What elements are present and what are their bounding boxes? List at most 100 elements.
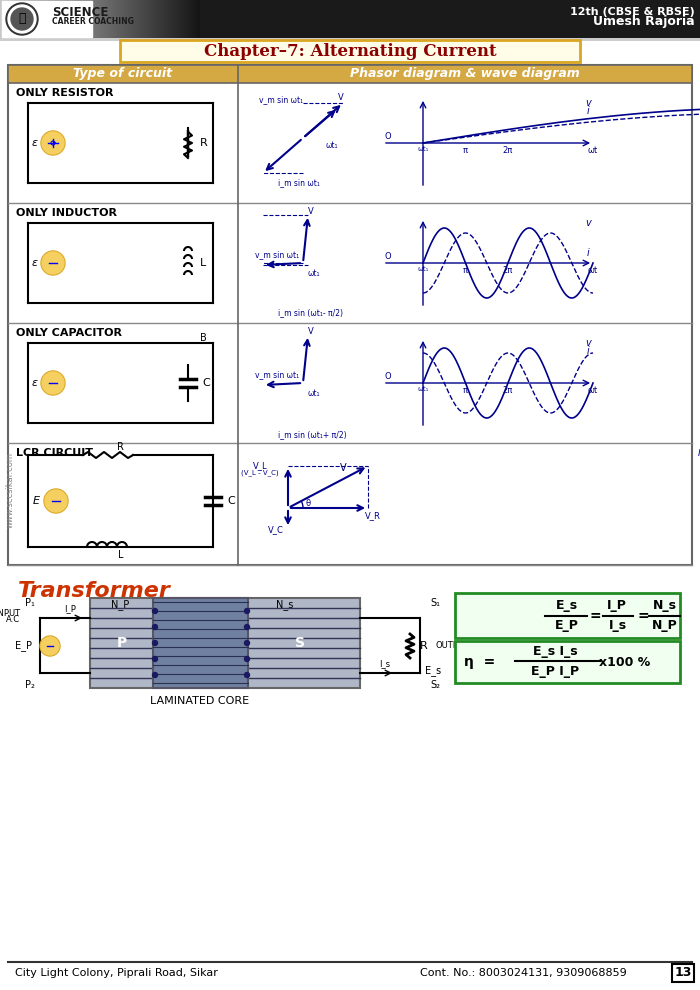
Bar xyxy=(180,0,182,38)
Text: ωt: ωt xyxy=(588,266,598,275)
Bar xyxy=(4,0,6,38)
Bar xyxy=(48,0,50,38)
Text: E: E xyxy=(32,496,39,506)
Bar xyxy=(152,0,154,38)
Circle shape xyxy=(42,372,64,394)
Text: η  =: η = xyxy=(464,655,496,669)
Bar xyxy=(62,0,64,38)
Text: ωt₁: ωt₁ xyxy=(308,268,321,277)
Text: ωt₁: ωt₁ xyxy=(417,146,428,152)
Bar xyxy=(98,0,100,38)
Bar xyxy=(150,0,152,38)
Circle shape xyxy=(41,251,65,275)
Bar xyxy=(82,0,84,38)
Bar xyxy=(16,0,18,38)
Bar xyxy=(2,1,92,37)
Bar xyxy=(132,0,134,38)
Bar xyxy=(138,0,140,38)
Text: SCIENCE: SCIENCE xyxy=(52,7,108,20)
Circle shape xyxy=(244,625,249,630)
Bar xyxy=(194,0,196,38)
Text: C: C xyxy=(227,496,235,506)
Bar xyxy=(136,0,138,38)
Text: I_s: I_s xyxy=(379,659,391,668)
Bar xyxy=(144,0,146,38)
Circle shape xyxy=(153,641,158,645)
Text: E_s: E_s xyxy=(425,665,441,676)
Bar xyxy=(34,0,36,38)
Bar xyxy=(64,0,66,38)
Bar xyxy=(153,598,248,688)
Bar xyxy=(108,0,110,38)
Bar xyxy=(76,0,78,38)
Bar xyxy=(30,0,32,38)
Bar xyxy=(92,0,94,38)
Circle shape xyxy=(41,131,65,155)
Bar xyxy=(88,0,90,38)
Text: ε: ε xyxy=(32,138,38,148)
Bar xyxy=(170,0,172,38)
Circle shape xyxy=(244,609,249,614)
Circle shape xyxy=(244,641,249,645)
Text: =: = xyxy=(589,609,601,623)
Bar xyxy=(455,593,680,638)
Bar xyxy=(104,0,106,38)
Text: ωt₁: ωt₁ xyxy=(417,266,428,272)
Bar xyxy=(146,0,148,38)
Text: 2π: 2π xyxy=(503,266,513,275)
Text: City Light Colony, Piprali Road, Sikar: City Light Colony, Piprali Road, Sikar xyxy=(15,968,218,978)
Text: V_R: V_R xyxy=(365,512,381,521)
Bar xyxy=(20,0,22,38)
Bar xyxy=(50,0,52,38)
Bar xyxy=(162,0,164,38)
Text: =: = xyxy=(637,609,649,623)
Text: Type of circuit: Type of circuit xyxy=(74,67,173,80)
Text: R: R xyxy=(200,138,208,148)
Text: Transformer: Transformer xyxy=(18,581,171,601)
Text: ONLY CAPACITOR: ONLY CAPACITOR xyxy=(16,328,122,338)
Bar xyxy=(164,0,166,38)
Text: CAREER COACHING: CAREER COACHING xyxy=(52,18,134,27)
Bar xyxy=(190,0,192,38)
Bar xyxy=(184,0,186,38)
Bar xyxy=(188,0,190,38)
Bar xyxy=(60,0,62,38)
Bar xyxy=(52,0,54,38)
Bar xyxy=(68,0,70,38)
Text: v_m sin ωt₁: v_m sin ωt₁ xyxy=(255,370,299,379)
Circle shape xyxy=(42,252,64,274)
Text: L: L xyxy=(118,550,123,560)
Text: π: π xyxy=(463,266,468,275)
Text: OUTPUT: OUTPUT xyxy=(435,642,469,650)
Circle shape xyxy=(153,625,158,630)
Text: i_m sin (ωt₁- π/2): i_m sin (ωt₁- π/2) xyxy=(278,309,343,318)
Text: π: π xyxy=(463,386,468,395)
Text: Cont. No.: 8003024131, 9309068859: Cont. No.: 8003024131, 9309068859 xyxy=(420,968,626,978)
Bar xyxy=(14,0,16,38)
Bar xyxy=(28,0,30,38)
Text: I_s: I_s xyxy=(609,620,627,633)
Text: B: B xyxy=(199,333,206,343)
Text: E_s I_s: E_s I_s xyxy=(533,644,578,657)
Bar xyxy=(174,0,176,38)
Bar xyxy=(94,0,96,38)
Bar xyxy=(72,0,74,38)
Bar xyxy=(142,0,144,38)
Text: Umesh Rajoria: Umesh Rajoria xyxy=(594,16,695,29)
Bar xyxy=(178,0,180,38)
Circle shape xyxy=(45,490,67,512)
Text: V_L: V_L xyxy=(253,461,267,470)
Text: 2π: 2π xyxy=(503,386,513,395)
Text: N_P: N_P xyxy=(652,620,678,633)
Bar xyxy=(102,0,104,38)
Bar xyxy=(0,0,700,38)
Circle shape xyxy=(8,5,36,33)
Bar xyxy=(10,0,12,38)
Text: Chapter–7: Alternating Current: Chapter–7: Alternating Current xyxy=(204,43,496,59)
Text: i: i xyxy=(587,248,589,258)
Text: E_s: E_s xyxy=(556,600,578,613)
Text: ωt₁: ωt₁ xyxy=(308,388,321,398)
Bar xyxy=(6,0,8,38)
Bar xyxy=(176,0,178,38)
Bar xyxy=(24,0,26,38)
